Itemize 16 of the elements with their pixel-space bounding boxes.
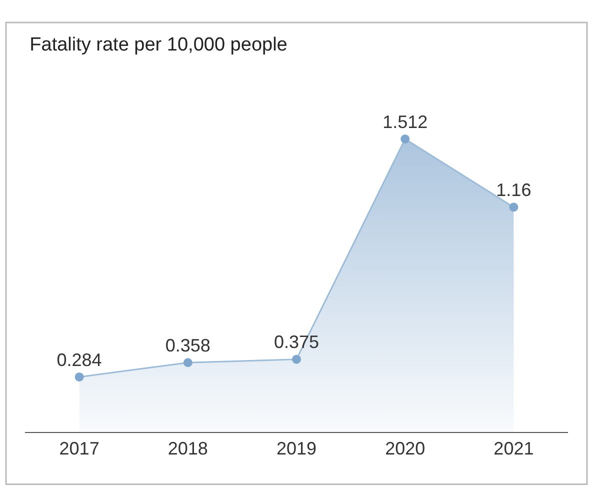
chart-title: Fatality rate per 10,000 people xyxy=(30,34,288,56)
x-tick-label: 2017 xyxy=(59,438,100,459)
point xyxy=(509,202,518,212)
data-label: 0.358 xyxy=(165,335,210,356)
data-label: 1.512 xyxy=(382,112,428,132)
point xyxy=(74,372,84,382)
x-tick-label: 2019 xyxy=(276,438,317,459)
point xyxy=(400,134,410,144)
point xyxy=(183,358,192,368)
data-label: 0.375 xyxy=(274,332,320,352)
x-tick-label: 2020 xyxy=(385,438,426,459)
data-label: 0.284 xyxy=(56,350,102,370)
data-label: 1.16 xyxy=(496,180,532,200)
x-tick-label: 2018 xyxy=(168,438,208,459)
point xyxy=(292,354,301,364)
x-tick-label: 2021 xyxy=(494,438,534,459)
